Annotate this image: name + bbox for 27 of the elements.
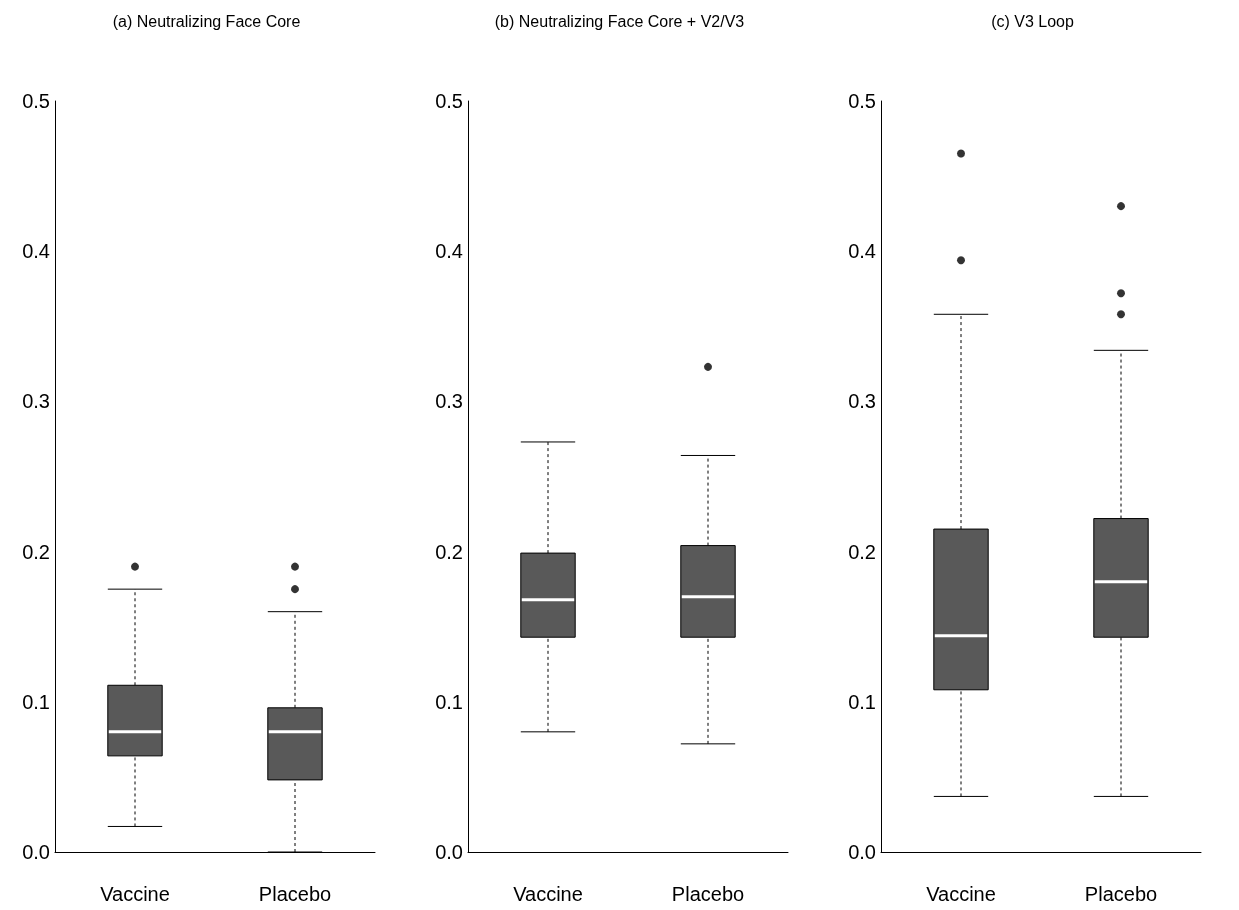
- y-tick-label: 0.3: [435, 390, 463, 413]
- chart-title: (a) Neutralizing Face Core: [112, 12, 301, 30]
- y-tick-label: 0.2: [848, 540, 876, 563]
- x-tick-label: Vaccine: [513, 883, 583, 905]
- y-tick-label: 0.4: [22, 240, 50, 263]
- y-tick-label: 0.2: [22, 540, 50, 563]
- y-tick-label: 0.3: [22, 390, 50, 413]
- y-tick-label: 0.2: [435, 540, 463, 563]
- x-tick-label: Placebo: [258, 883, 332, 905]
- y-tick-label: 0.1: [435, 690, 463, 713]
- chart-title: (b) Neutralizing Face Core + V2/V3: [494, 12, 745, 30]
- y-tick-label: 0.0: [22, 841, 50, 863]
- x-tick-label: Vaccine: [100, 883, 170, 905]
- x-tick-label: Vaccine: [926, 883, 996, 905]
- y-tick-label: 0.0: [848, 841, 876, 863]
- y-tick-label: 0.4: [848, 240, 876, 263]
- y-tick-label: 0.3: [848, 390, 876, 413]
- y-tick-label: 0.5: [435, 90, 463, 112]
- y-tick-label: 0.5: [22, 90, 50, 112]
- x-tick-label: Placebo: [1084, 883, 1158, 905]
- chart-title: (c) V3 Loop: [991, 12, 1074, 30]
- x-tick-label: Placebo: [671, 883, 745, 905]
- y-tick-label: 0.1: [22, 690, 50, 713]
- y-tick-label: 0.0: [435, 841, 463, 863]
- y-tick-label: 0.1: [848, 690, 876, 713]
- y-tick-label: 0.5: [848, 90, 876, 112]
- y-tick-label: 0.4: [435, 240, 463, 263]
